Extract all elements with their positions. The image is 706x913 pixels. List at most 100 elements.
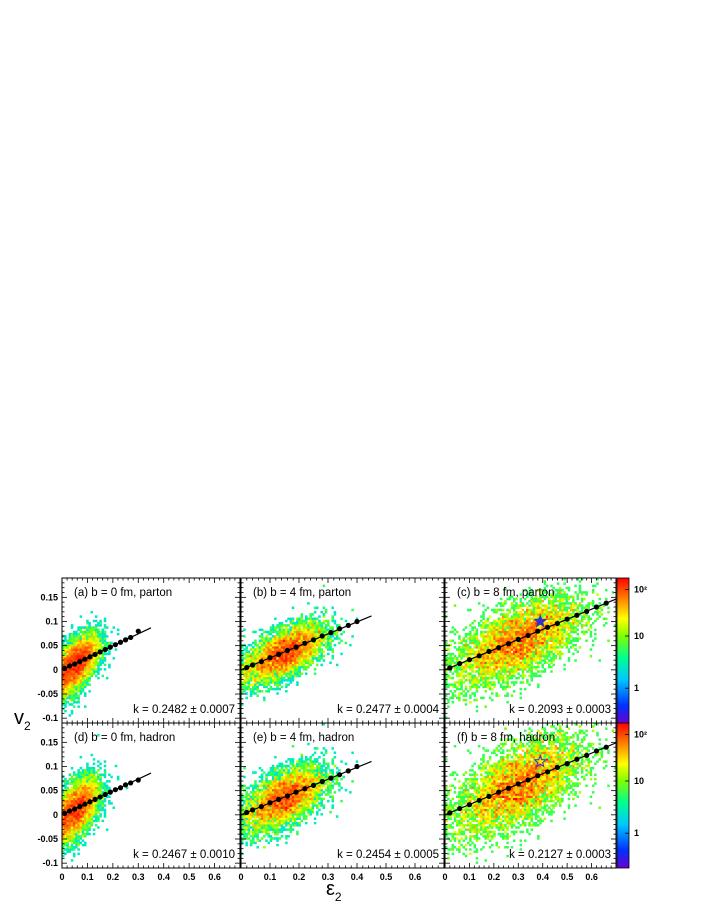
density-cell xyxy=(258,826,262,829)
density-cell xyxy=(484,681,487,684)
density-cell xyxy=(469,650,472,653)
density-cell xyxy=(265,665,268,669)
density-cell xyxy=(532,597,536,601)
density-cell xyxy=(285,619,288,623)
density-cell xyxy=(293,672,297,675)
density-cell xyxy=(313,648,317,651)
density-cell xyxy=(515,610,518,614)
density-cell xyxy=(66,813,69,816)
density-cell xyxy=(523,639,527,643)
density-cell xyxy=(64,683,67,686)
density-cell xyxy=(587,615,590,618)
density-cell xyxy=(504,602,507,605)
density-cell xyxy=(68,819,72,823)
density-cell xyxy=(499,613,503,616)
density-cell xyxy=(587,619,590,623)
density-cell xyxy=(539,606,542,610)
density-cell xyxy=(351,635,354,638)
density-cell xyxy=(64,788,67,792)
density-cell xyxy=(316,630,319,634)
density-cell xyxy=(499,668,503,671)
density-cell xyxy=(530,646,533,649)
density-cell xyxy=(486,683,490,686)
density-cell xyxy=(92,795,96,798)
density-cell xyxy=(282,670,286,673)
density-cell xyxy=(462,690,466,693)
density-cell xyxy=(252,837,255,840)
density-cell xyxy=(602,617,606,621)
density-cell xyxy=(464,632,468,636)
density-cell xyxy=(280,661,284,664)
density-cell xyxy=(473,646,476,649)
density-cell xyxy=(79,630,83,634)
density-cell xyxy=(72,646,76,649)
density-cell xyxy=(99,646,102,649)
density-cell xyxy=(291,624,295,627)
density-cell xyxy=(462,670,466,673)
density-cell xyxy=(265,663,268,667)
density-cell xyxy=(458,681,461,684)
density-cell xyxy=(243,830,246,834)
density-cell xyxy=(512,619,516,623)
density-cell xyxy=(464,679,468,682)
density-cell xyxy=(282,659,286,662)
density-cell xyxy=(484,624,487,627)
density-cell xyxy=(274,657,277,660)
density-cell xyxy=(497,639,501,643)
density-cell xyxy=(77,793,80,796)
density-cell xyxy=(271,650,275,653)
density-cell xyxy=(274,826,277,829)
density-cell xyxy=(324,626,328,629)
density-cell xyxy=(77,701,80,704)
density-cell xyxy=(510,617,514,621)
density-cell xyxy=(83,793,87,796)
density-cell xyxy=(554,610,558,614)
density-cell xyxy=(247,681,251,684)
density-cell xyxy=(62,819,65,823)
density-cell xyxy=(77,652,80,656)
density-cell xyxy=(269,674,273,678)
density-cell xyxy=(499,624,503,627)
density-cell xyxy=(267,646,270,649)
density-cell xyxy=(94,643,98,647)
density-cell xyxy=(282,826,286,829)
density-cell xyxy=(589,602,593,605)
density-cell xyxy=(112,657,116,660)
profile-point xyxy=(135,777,141,783)
density-cell xyxy=(484,654,487,658)
density-cell xyxy=(291,619,295,623)
density-cell xyxy=(591,599,595,603)
density-cell xyxy=(526,613,529,616)
density-cell xyxy=(559,619,562,623)
density-cell xyxy=(92,775,96,779)
density-cell xyxy=(70,788,74,792)
density-cell xyxy=(569,617,573,621)
density-cell xyxy=(97,637,100,640)
density-cell xyxy=(493,657,496,660)
density-cell xyxy=(499,657,503,660)
density-cell xyxy=(318,628,321,632)
density-cell xyxy=(460,665,463,669)
density-cell xyxy=(81,652,85,656)
density-cell xyxy=(493,672,496,675)
density-cell xyxy=(504,586,507,590)
density-cell xyxy=(86,828,89,831)
density-cell xyxy=(252,821,255,825)
density-cell xyxy=(576,606,580,610)
density-cell xyxy=(455,674,459,678)
density-cell xyxy=(458,659,461,662)
density-cell xyxy=(260,674,264,678)
density-cell xyxy=(254,826,257,829)
density-cell xyxy=(90,648,94,651)
density-cell xyxy=(455,668,459,671)
density-cell xyxy=(75,839,78,842)
density-cell xyxy=(512,650,516,653)
density-cell xyxy=(543,580,547,583)
density-cell xyxy=(70,813,74,816)
density-cell xyxy=(81,784,85,788)
density-cell xyxy=(528,619,531,623)
density-cell xyxy=(88,639,91,643)
density-cell xyxy=(285,637,288,640)
density-cell xyxy=(289,670,293,673)
density-cell xyxy=(497,602,501,605)
